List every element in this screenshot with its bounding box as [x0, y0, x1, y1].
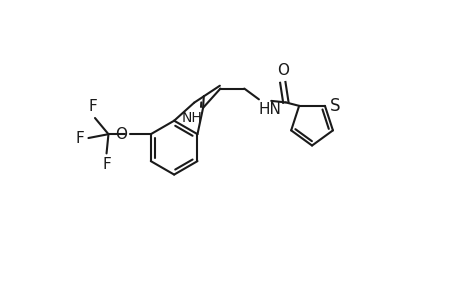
Text: F: F [103, 157, 112, 172]
Text: O: O [276, 63, 288, 78]
Text: O: O [115, 127, 127, 142]
Text: F: F [89, 99, 97, 114]
Text: HN: HN [258, 102, 281, 117]
Text: NH: NH [181, 111, 202, 125]
Text: F: F [75, 130, 84, 146]
Text: S: S [329, 97, 339, 115]
